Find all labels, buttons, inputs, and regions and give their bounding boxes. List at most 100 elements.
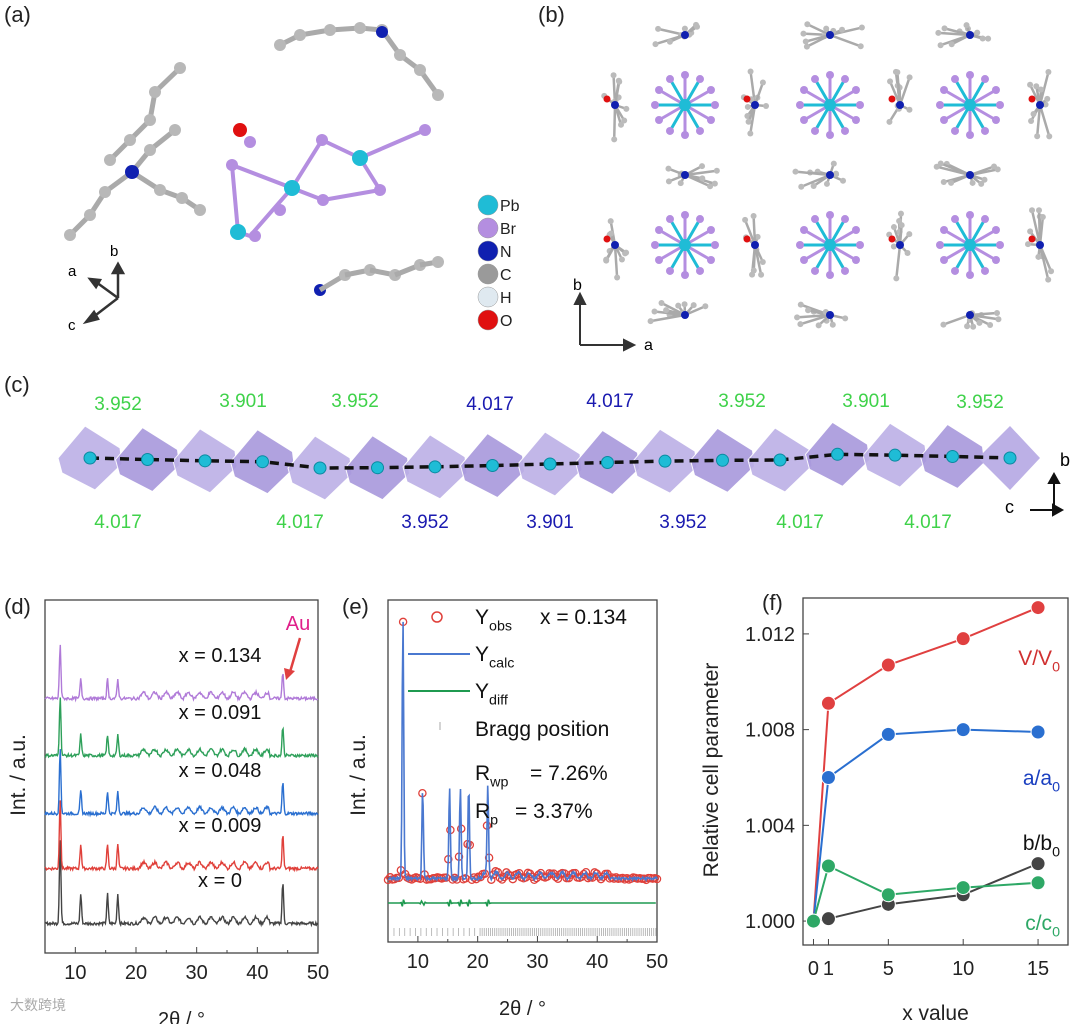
legend-calc-label: Ycalc xyxy=(475,643,514,671)
carbon-atom xyxy=(677,180,684,187)
chart-f-series-label: b/b0 xyxy=(1023,832,1060,860)
oxygen-atom xyxy=(743,235,751,243)
legend-atom-n-icon xyxy=(477,240,499,262)
lead-atom xyxy=(486,459,499,473)
chart-e-x-tick-label: 10 xyxy=(407,951,429,973)
chart-f-point xyxy=(1030,856,1046,872)
chart-e-obs-point xyxy=(450,873,459,883)
chart-d-series-label: x = 0.091 xyxy=(179,702,262,724)
bromine-atom xyxy=(244,136,256,148)
bromine-atom xyxy=(851,86,860,94)
carbon-atom xyxy=(840,177,847,184)
bond xyxy=(895,244,902,279)
bond xyxy=(800,173,831,188)
carbon-atom xyxy=(665,165,672,172)
axis-b-label: b xyxy=(573,277,582,294)
carbon-atom xyxy=(647,318,654,325)
carbon-atom xyxy=(797,301,804,308)
chart-e-obs-point xyxy=(596,874,606,884)
carbon-atom xyxy=(618,256,625,263)
carbon-atom xyxy=(890,243,897,250)
carbon-atom xyxy=(981,176,988,183)
legend-label-pb: Pb xyxy=(500,198,520,215)
nitrogen-atom xyxy=(751,241,759,249)
chart-f-point xyxy=(1030,875,1046,891)
chart-f-x-axis-title: x value xyxy=(902,1002,969,1024)
carbon-atom xyxy=(948,179,955,186)
nitrogen-atom xyxy=(681,31,689,39)
carbon-atom xyxy=(665,178,672,185)
carbon-atom xyxy=(810,182,817,189)
legend-atom-o-icon xyxy=(477,309,499,331)
lead-atom xyxy=(946,449,959,463)
lead-atom xyxy=(1003,451,1017,465)
distance-label-bottom: 4.017 xyxy=(904,512,952,533)
carbon-atom xyxy=(1027,81,1034,88)
lead-atom xyxy=(284,180,300,196)
chart-e-obs-point xyxy=(553,874,563,883)
carbon-atom xyxy=(933,163,940,170)
bond xyxy=(752,215,757,246)
bromine-atom xyxy=(811,215,819,224)
chart-d-series-3 xyxy=(44,697,319,760)
carbon-atom xyxy=(887,78,894,85)
carbon-atom xyxy=(699,175,706,182)
axis-b-label: b xyxy=(110,243,118,260)
legend-atom-br-icon xyxy=(477,217,499,239)
carbon-atom xyxy=(616,78,623,85)
bromine-atom xyxy=(696,75,704,84)
carbon-atom xyxy=(797,321,804,328)
carbon-atom xyxy=(963,22,970,29)
distance-label-bottom: 3.901 xyxy=(526,512,574,533)
panel-label-d: (d) xyxy=(4,594,31,619)
legend-sample-label: x = 0.134 xyxy=(540,606,627,629)
carbon-atom xyxy=(84,209,96,221)
rp-label: Rp xyxy=(475,800,498,828)
chart-d-series-1 xyxy=(44,800,319,873)
chart-e-obs-point xyxy=(530,875,539,885)
bromine-atom xyxy=(936,241,944,249)
carbon-atom xyxy=(829,321,836,328)
bromine-atom xyxy=(651,101,659,109)
carbon-atom xyxy=(1033,83,1040,90)
au-arrow xyxy=(288,637,302,673)
carbon-atom xyxy=(794,314,801,321)
chart-d-series-label: x = 0.048 xyxy=(179,760,262,782)
lead-atom xyxy=(543,457,557,471)
chart-f-y-axis-title: Relative cell parameter xyxy=(700,663,723,878)
chart-e-x-tick-label: 40 xyxy=(586,951,608,973)
carbon-atom xyxy=(995,316,1002,323)
lead-atom xyxy=(198,454,212,468)
carbon-atom xyxy=(763,103,770,110)
carbon-atom xyxy=(935,29,942,36)
legend-atom-pb-icon xyxy=(477,194,499,216)
bromine-atom xyxy=(841,266,849,275)
carbon-atom xyxy=(750,213,757,220)
carbon-atom xyxy=(707,183,714,190)
lead-atom xyxy=(230,224,246,240)
distance-label-bottom: 4.017 xyxy=(94,512,142,533)
bromine-atom xyxy=(856,101,864,109)
bromine-atom xyxy=(796,101,804,109)
carbon-atom xyxy=(154,184,166,196)
nitrogen-atom xyxy=(751,101,759,109)
atom xyxy=(432,256,444,268)
bromine-atom xyxy=(681,271,689,279)
lead-atom xyxy=(831,447,844,461)
carbon-atom xyxy=(759,79,766,86)
axis-b-label: b xyxy=(1060,450,1070,470)
panel-label-e: (e) xyxy=(342,594,369,619)
carbon-atom xyxy=(675,302,682,309)
bond xyxy=(805,33,831,43)
au-arrowhead-icon xyxy=(284,668,295,680)
rwp-label: Rwp xyxy=(475,762,508,790)
carbon-atom xyxy=(611,136,618,143)
bromine-atom xyxy=(681,131,689,139)
bromine-atom xyxy=(811,266,819,275)
chart-f-frame xyxy=(802,597,1069,946)
bromine-atom xyxy=(826,131,834,139)
carbon-atom xyxy=(1025,241,1032,248)
nitrogen-atom xyxy=(826,171,834,179)
carbon-atom xyxy=(702,303,709,310)
bond xyxy=(613,244,619,278)
